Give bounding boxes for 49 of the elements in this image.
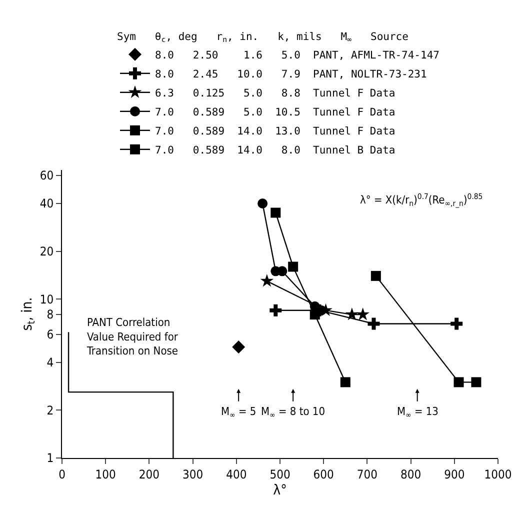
y-tick-label: 10	[40, 292, 54, 306]
legend-label: 8.0 2.50 1.6 5.0 PANT, AFML-TR-74-147	[155, 49, 440, 62]
point	[310, 310, 320, 320]
point	[232, 340, 246, 354]
point	[471, 377, 482, 388]
point	[450, 318, 463, 330]
x-tick-label: 500	[270, 467, 290, 482]
x-tick-label: 900	[444, 467, 465, 482]
legend-label: 7.0 0.589 14.0 8.0 Tunnel B Data	[155, 144, 396, 156]
y-tick-label: 20	[40, 244, 54, 259]
annotation: λ° = X(k/r$_{n}$)$^{0.7}$(Re$_{∞,r_n}$)$^{0.85}$	[360, 192, 483, 208]
y-tick-label: 4	[46, 356, 54, 370]
y-tick-label: 60	[40, 168, 54, 183]
x-tick-label: 1000	[484, 467, 512, 482]
x-tick-label: 800	[400, 467, 422, 482]
point	[258, 198, 268, 208]
x-tick-label: 0	[58, 467, 66, 482]
point	[270, 208, 281, 218]
y-tick-label: 8	[46, 308, 54, 322]
y-tick-label: 6	[46, 328, 54, 342]
annotation: M$_{∞}$ = 8 to 10	[261, 405, 325, 420]
point	[368, 318, 380, 330]
y-tick-label: 1	[46, 451, 54, 466]
point	[454, 377, 464, 388]
x-tick-label: 100	[95, 467, 116, 482]
point	[260, 274, 274, 287]
x-axis-title: λ°	[273, 482, 287, 499]
point	[370, 270, 381, 281]
x-tick-label: 400	[226, 467, 247, 482]
legend-label: 7.0 0.589 5.0 10.5 Tunnel F Data	[155, 106, 396, 118]
legend-label: 8.0 2.45 10.0 7.9 PANT, NOLTR-73-231	[155, 68, 427, 80]
point	[270, 304, 282, 316]
x-tick-label: 200	[138, 467, 160, 482]
point	[345, 308, 359, 320]
x-tick-label: 700	[356, 467, 378, 482]
y-tick-label: 40	[40, 196, 54, 211]
x-tick-label: 300	[182, 467, 204, 482]
annotation: M$_{∞}$ = 5	[221, 405, 256, 420]
point	[277, 266, 288, 276]
annotation: M$_{∞}$ = 13	[397, 405, 438, 420]
legend-label: 6.3 0.125 5.0 8.8 Tunnel F Data	[155, 87, 396, 100]
legend-label: 7.0 0.589 14.0 13.0 Tunnel F Data	[155, 125, 396, 138]
x-tick-label: 600	[313, 467, 334, 482]
point	[356, 308, 370, 320]
point	[340, 377, 350, 388]
annotation: PANT Correlation Value Required for Transition on Nose	[86, 316, 179, 358]
y-tick-label: 2	[46, 403, 54, 418]
text: Sym θ$_{c}$, deg r$_{n}$, in. k, mils M$_{∞}$ Source	[117, 30, 408, 44]
point	[288, 262, 298, 272]
